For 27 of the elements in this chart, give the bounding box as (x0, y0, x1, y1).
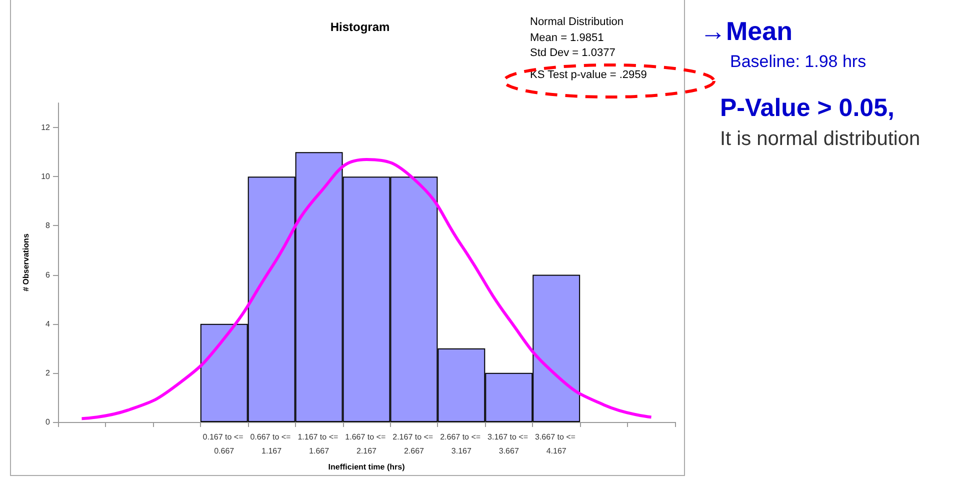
x-tick-label: 0.167 to <= 0.667 (202, 432, 246, 456)
y-tick-label: 2 (46, 368, 51, 378)
line-series (80, 158, 653, 420)
y-tick-label: 4 (46, 319, 51, 328)
text: KS Test p-value = .2959 (530, 69, 647, 81)
text: It is normal distribution (720, 128, 920, 151)
text: →Mean (700, 16, 792, 47)
x-tick-label: 2.167 to <= 2.667 (392, 432, 436, 456)
y-tick-label: 12 (41, 123, 51, 132)
x-axis-title: Inefficient time (hrs) (328, 462, 406, 472)
y-tick-label: 0 (46, 418, 51, 426)
x-tick-label: 3.667 to <= 4.167 (534, 432, 578, 456)
x-tick-label: 1.667 to <= 2.167 (345, 432, 388, 456)
y-tick-label: 10 (41, 172, 51, 182)
x-tick-label: 2.667 to <= 3.167 (440, 432, 483, 456)
text: Baseline: 1.98 hrs (730, 52, 866, 72)
text: Mean = 1.9851 (530, 32, 604, 44)
y-axis-title: # Observations (22, 233, 30, 292)
y-tick-label: 8 (46, 221, 51, 230)
chart-title: Histogram (330, 20, 390, 34)
y-tick-label: 6 (46, 270, 51, 280)
text: P-Value > 0.05, (720, 94, 894, 123)
x-tick-label: 3.167 to <= 3.667 (488, 432, 530, 456)
x-tick-label: 1.167 to <= 1.667 (298, 432, 340, 456)
text: Std Dev = 1.0377 (530, 47, 616, 59)
text: Normal Distribution (530, 16, 624, 28)
x-tick-label: 0.667 to <= 1.167 (250, 432, 293, 456)
